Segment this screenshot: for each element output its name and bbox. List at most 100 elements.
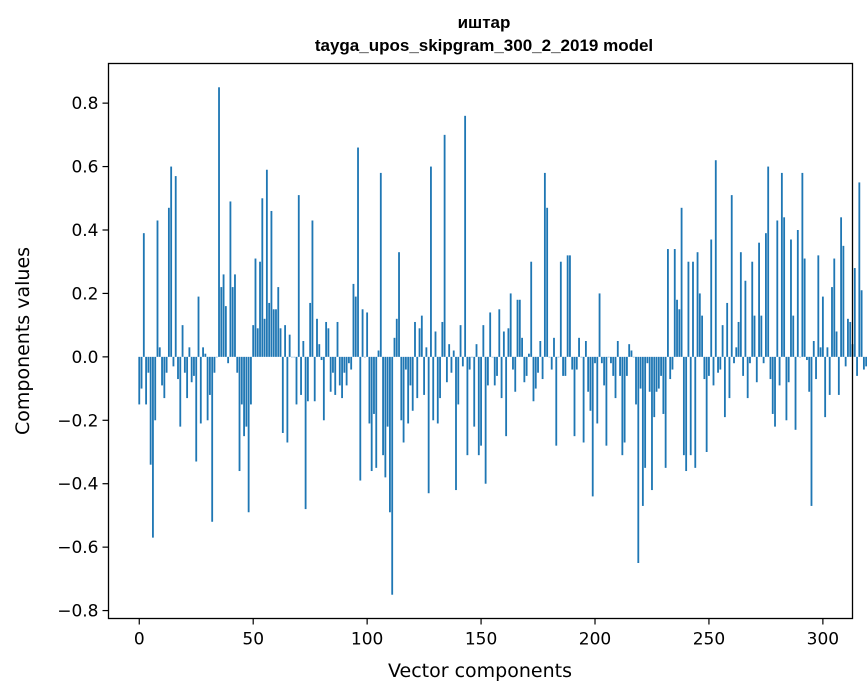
bar — [347, 356, 350, 364]
bar — [518, 299, 521, 357]
bar — [614, 356, 617, 399]
bar — [751, 261, 754, 357]
bar — [370, 356, 373, 472]
x-tick-label: 250 — [693, 630, 725, 650]
bar — [338, 356, 341, 386]
bar — [719, 356, 722, 370]
bar — [311, 220, 314, 357]
bar — [484, 356, 487, 484]
x-tick-label: 100 — [351, 630, 383, 650]
bar — [657, 356, 660, 389]
bar — [644, 356, 647, 468]
bar — [721, 325, 724, 357]
bar — [373, 356, 375, 414]
bar — [562, 356, 565, 376]
bar — [803, 258, 806, 357]
bar — [837, 356, 840, 395]
bar — [833, 258, 836, 357]
y-tick-label: −0.4 — [57, 475, 98, 495]
y-axis-label: Components values — [12, 247, 34, 435]
bar — [183, 356, 186, 373]
bar — [749, 356, 751, 364]
y-tick-label: −0.2 — [57, 411, 98, 431]
bar — [546, 207, 549, 357]
bar — [678, 309, 681, 357]
bar — [152, 356, 154, 538]
bar — [304, 356, 307, 510]
bar — [831, 287, 833, 357]
bar — [300, 356, 302, 395]
bar — [758, 242, 760, 357]
bar — [808, 356, 811, 392]
bar — [605, 356, 608, 446]
bar — [350, 356, 353, 370]
bar — [844, 356, 847, 367]
bar — [181, 325, 184, 357]
bar — [197, 296, 200, 357]
bar — [534, 356, 537, 389]
bar — [420, 315, 423, 357]
bar — [787, 356, 790, 383]
y-tick-label: 0.4 — [71, 221, 98, 241]
bar — [755, 356, 758, 383]
bar — [473, 356, 476, 427]
bar — [386, 356, 389, 427]
bar — [357, 147, 359, 357]
bar — [680, 207, 683, 357]
bar — [569, 255, 571, 357]
bar — [733, 356, 735, 364]
bar — [318, 344, 321, 357]
bar — [445, 356, 448, 383]
bar — [245, 356, 248, 427]
bar — [297, 195, 300, 357]
bar — [796, 230, 799, 357]
bar — [746, 356, 749, 399]
chart-subtitle: tayga_upos_skipgram_300_2_2019 model — [315, 36, 653, 55]
bar — [240, 356, 243, 405]
bar — [352, 283, 355, 357]
bar — [648, 356, 651, 392]
bar — [254, 258, 257, 357]
bar — [507, 328, 510, 357]
bar — [382, 356, 384, 456]
x-tick-label: 0 — [134, 630, 145, 650]
bar — [425, 347, 428, 357]
bar — [231, 287, 234, 357]
bar — [571, 356, 574, 370]
bar — [466, 356, 469, 456]
bar — [448, 344, 451, 357]
y-tick-label: 0.0 — [71, 348, 98, 368]
bar — [673, 249, 676, 357]
bar — [295, 356, 298, 405]
bar — [505, 356, 508, 437]
bar — [272, 309, 275, 357]
bar — [543, 172, 546, 357]
bar — [596, 356, 599, 424]
bar — [416, 356, 419, 399]
bar — [430, 166, 432, 357]
bar — [591, 356, 594, 497]
bar — [742, 356, 745, 376]
bar — [459, 325, 462, 357]
bar — [840, 217, 843, 357]
bar — [211, 356, 214, 522]
bar — [685, 356, 688, 472]
bar — [329, 356, 332, 392]
bar — [407, 356, 410, 424]
bar — [621, 356, 624, 456]
x-tick-label: 300 — [807, 630, 839, 650]
bar — [653, 356, 656, 418]
bar — [167, 207, 170, 357]
x-tick-label: 50 — [242, 630, 264, 650]
bar — [705, 356, 708, 452]
y-tick-label: 0.2 — [71, 284, 98, 304]
bar — [222, 274, 225, 357]
bar — [500, 356, 503, 399]
bar — [769, 356, 772, 380]
bar — [320, 356, 323, 361]
bar — [612, 356, 615, 376]
bar — [801, 172, 804, 357]
bar — [824, 356, 827, 418]
bar — [623, 356, 626, 443]
